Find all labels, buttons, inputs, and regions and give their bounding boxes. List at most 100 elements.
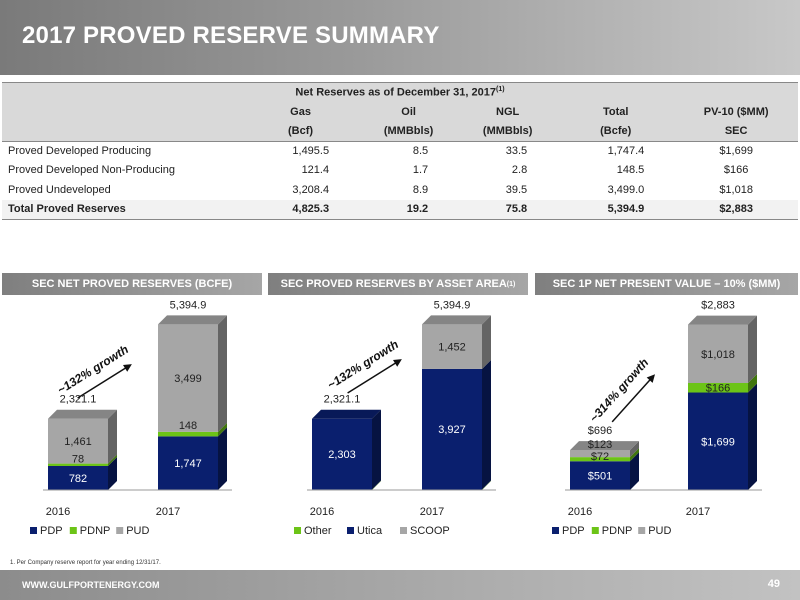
data-label: $123 [588, 439, 612, 451]
table-cell: 1.7 [412, 164, 429, 177]
bar-side-pud-2016 [108, 409, 117, 464]
legend-swatch-pdnp [591, 527, 599, 534]
table-cell: 3,499.0 [607, 183, 645, 196]
column-header: Total [557, 102, 675, 122]
bar-side-other-2017 [482, 480, 491, 490]
legend-label-scoop: SCOOP [410, 525, 450, 537]
data-label: 1,452 [438, 342, 466, 354]
data-label: 1,461 [64, 436, 92, 448]
table-cell: 5,394.9 [557, 199, 675, 220]
bar-utica-2017 [422, 368, 482, 490]
table-caption-note: (1) [496, 86, 505, 94]
bar-side-pdp-2017 [748, 383, 757, 490]
bar-utica-2016 [312, 418, 372, 490]
data-label: $1,018 [701, 349, 735, 361]
table-cell: $166 [723, 164, 749, 177]
legend-label-pdnp: PDNP [80, 525, 111, 537]
growth-arrow [611, 378, 652, 423]
panel-title: SEC 1P NET PRESENT VALUE – 10% ($MM) [552, 278, 781, 290]
panel-title: SEC NET PROVED RESERVES (BCFE) [31, 278, 233, 290]
legend-label-pdp: PDP [40, 525, 63, 537]
table-row: Proved Developed Non-Producing 121.4 1.7 2.… [2, 161, 798, 181]
row-label: Proved Undeveloped [8, 183, 111, 196]
legend-label-pdnp: PDNP [602, 525, 633, 537]
row-label: Total Proved Reserves [2, 199, 242, 220]
legend-label-pud: PUD [648, 525, 671, 537]
bar-top-2016 [570, 441, 639, 451]
footer: WWW.GULFPORTENERGY.COM 49 [0, 570, 800, 600]
table-cell: 121.4 [301, 164, 330, 177]
data-label: 782 [69, 473, 87, 485]
bar-side-pdp-2016 [630, 452, 639, 490]
data-label: 18 [336, 496, 348, 508]
table-cell: $2,883 [674, 199, 798, 220]
bar-side-pdnp-2017 [218, 422, 227, 437]
charts-area: 782 78 1,461 2,321.1 2016 1,747 148 3,499 5,394.… [30, 299, 762, 537]
legend-label-pdp: PDP [562, 525, 585, 537]
x-tick-label: 2017 [686, 506, 710, 518]
legend-swatch-pdp [30, 527, 37, 534]
table-row: Proved Developed Producing 1,495.5 8.5 33.5… [2, 141, 798, 161]
panel-header-asset-area: SEC PROVED RESERVES BY ASSET AREA (1) [268, 273, 528, 295]
bar-pdnp-2016 [570, 457, 630, 462]
table-cell: 1,747.4 [607, 145, 645, 157]
data-label: 148 [179, 420, 197, 432]
bar-scoop-2017 [422, 324, 482, 369]
bar-pdp-2016 [48, 465, 108, 490]
table-cell: 19.2 [359, 199, 459, 220]
table-header-blank [2, 121, 242, 142]
bar-pud-2017 [688, 324, 748, 383]
table-cell: 39.5 [505, 183, 528, 196]
growth-arrow [77, 366, 128, 399]
table-caption-text: Net Reserves as of December 31, 2017 [295, 86, 496, 99]
panel-header-npv: SEC 1P NET PRESENT VALUE – 10% ($MM) [535, 273, 798, 295]
total-label: $2,883 [701, 300, 735, 312]
x-tick-label: 2017 [156, 506, 180, 518]
bar-side-pdp-2017 [218, 427, 227, 490]
column-header: Oil [359, 102, 459, 122]
data-label: $72 [591, 451, 609, 463]
row-label: Proved Developed Non-Producing [8, 164, 175, 177]
legend-label-pud: PUD [126, 525, 149, 537]
data-label: 3,499 [174, 373, 202, 385]
table-cell: 3,208.4 [292, 183, 330, 196]
bar-top-2016 [48, 409, 117, 419]
column-header: SEC [674, 121, 798, 142]
data-label: $166 [706, 383, 730, 395]
column-header: (Bcf) [242, 121, 360, 142]
table-row: Proved Undeveloped 3,208.4 8.9 39.5 3,499.0 $… [2, 180, 798, 200]
legend-swatch-pud [116, 527, 124, 534]
legend-label-utica: Utica [357, 525, 383, 537]
growth-arrowhead [392, 359, 402, 367]
bar-pud-2016 [570, 450, 630, 458]
panel-note: (1) [506, 280, 516, 288]
footnote: 1. Per Company reserve report for year e… [10, 560, 161, 566]
bar-top-2016 [312, 409, 381, 419]
table-cell: 4,825.3 [242, 199, 360, 220]
data-label: 3,927 [438, 424, 466, 436]
bar-pdnp-2016 [48, 463, 108, 466]
legend-swatch-other [294, 527, 301, 534]
footer-url[interactable]: WWW.GULFPORTENERGY.COM [22, 580, 160, 590]
row-label: Proved Developed Producing [8, 145, 152, 157]
bar-side-pdp-2016 [108, 456, 117, 490]
legend-swatch-utica [347, 527, 354, 534]
legend-swatch-pud [638, 527, 646, 534]
table-cell: 148.5 [616, 164, 645, 177]
table-caption: Net Reserves as of December 31, 2017(1) [2, 82, 798, 102]
data-label: $501 [588, 471, 612, 483]
data-label: 78 [72, 454, 84, 466]
bar-top-2017 [422, 315, 491, 325]
bar-side-pdnp-2016 [108, 454, 117, 466]
bar-pdp-2016 [570, 461, 630, 490]
growth-arrowhead [646, 374, 656, 383]
table-cell: 75.8 [458, 199, 558, 220]
bar-pdnp-2017 [158, 431, 218, 437]
table-cell: 2.8 [511, 164, 528, 177]
data-label: $1,699 [701, 436, 735, 448]
bar-side-pud-2017 [748, 315, 757, 383]
table-cell: 33.5 [505, 145, 528, 157]
x-tick-label: 2016 [46, 506, 70, 518]
panel-header-net-proved: SEC NET PROVED RESERVES (BCFE) [2, 273, 262, 295]
bar-pdp-2017 [158, 436, 218, 490]
